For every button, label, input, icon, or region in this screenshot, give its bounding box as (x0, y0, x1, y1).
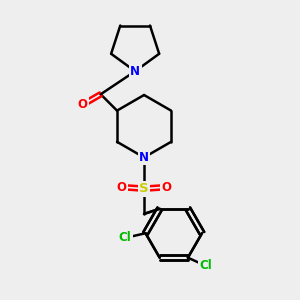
Text: N: N (130, 65, 140, 78)
Text: O: O (161, 181, 171, 194)
Text: Cl: Cl (200, 259, 212, 272)
Text: O: O (117, 181, 127, 194)
Text: N: N (139, 151, 149, 164)
Text: Cl: Cl (118, 231, 131, 244)
Text: O: O (78, 98, 88, 111)
Text: S: S (139, 182, 149, 195)
